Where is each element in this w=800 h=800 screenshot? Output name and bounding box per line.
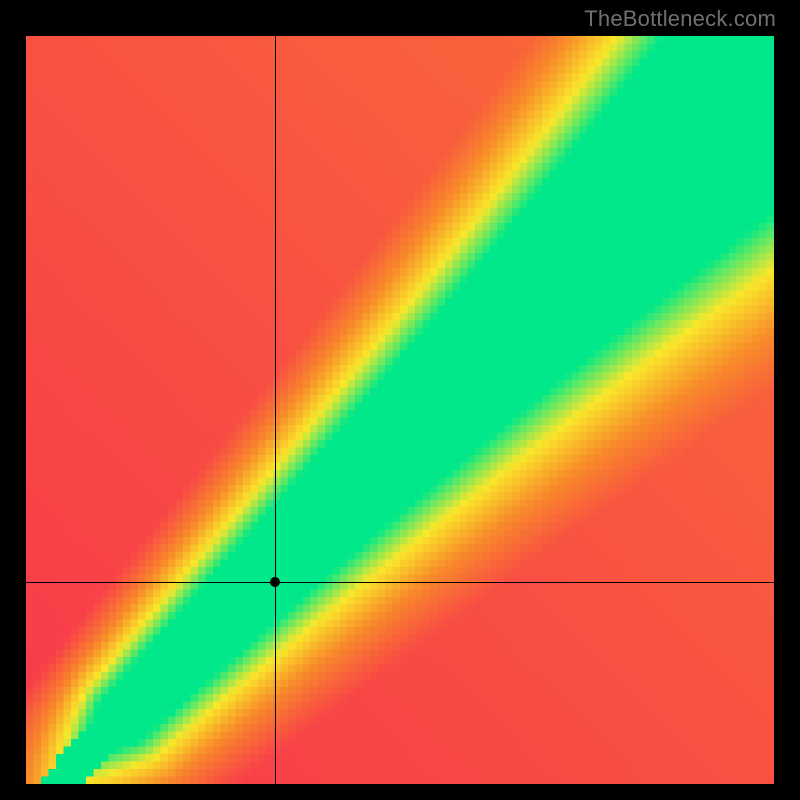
plot-area — [26, 36, 774, 784]
heatmap-canvas — [26, 36, 774, 784]
marker-dot — [270, 577, 280, 587]
chart-container: TheBottleneck.com — [0, 0, 800, 800]
crosshair-vertical — [275, 36, 276, 784]
crosshair-horizontal — [26, 582, 774, 583]
watermark-text: TheBottleneck.com — [584, 6, 776, 32]
